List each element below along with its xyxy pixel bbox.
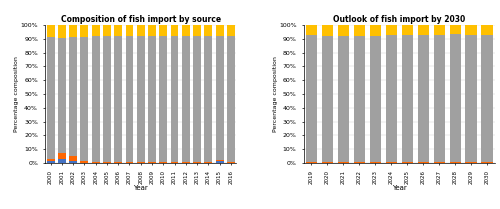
X-axis label: Year: Year	[134, 185, 148, 191]
Y-axis label: Percentage composition: Percentage composition	[272, 56, 278, 132]
Bar	[193, 162, 201, 163]
Bar	[148, 25, 156, 36]
Bar	[466, 25, 476, 35]
Bar	[216, 36, 224, 160]
Bar	[370, 25, 381, 36]
Bar	[434, 25, 444, 35]
Bar	[322, 25, 333, 36]
Bar	[450, 34, 460, 162]
Bar	[69, 25, 77, 37]
Bar	[434, 35, 444, 162]
Bar	[103, 162, 111, 163]
Bar	[58, 153, 66, 159]
Bar	[193, 36, 201, 162]
Bar	[386, 25, 397, 35]
Bar	[160, 25, 167, 36]
Bar	[137, 25, 144, 36]
Bar	[46, 161, 54, 163]
Bar	[322, 36, 333, 162]
Bar	[80, 25, 88, 37]
Bar	[450, 25, 460, 34]
Bar	[216, 160, 224, 161]
Bar	[482, 35, 492, 162]
Bar	[386, 162, 397, 163]
Bar	[354, 36, 365, 162]
Bar	[418, 35, 429, 162]
Bar	[160, 162, 167, 163]
Bar	[204, 25, 212, 36]
Bar	[402, 35, 413, 162]
Bar	[69, 161, 77, 163]
Bar	[148, 36, 156, 162]
Bar	[46, 25, 54, 37]
Bar	[354, 25, 365, 36]
Bar	[114, 36, 122, 162]
Bar	[46, 159, 54, 161]
Bar	[402, 162, 413, 163]
Bar	[204, 36, 212, 162]
Bar	[216, 25, 224, 36]
Bar	[137, 36, 144, 162]
Bar	[92, 36, 100, 162]
Bar	[450, 162, 460, 163]
Bar	[160, 36, 167, 162]
Bar	[466, 162, 476, 163]
Bar	[466, 35, 476, 162]
Bar	[306, 25, 317, 35]
Bar	[354, 162, 365, 163]
Bar	[418, 162, 429, 163]
Bar	[182, 162, 190, 163]
Bar	[80, 37, 88, 161]
Bar	[227, 25, 235, 36]
Bar	[338, 36, 349, 162]
Bar	[193, 25, 201, 36]
X-axis label: Year: Year	[392, 185, 406, 191]
Bar	[386, 35, 397, 162]
Bar	[204, 162, 212, 163]
Bar	[306, 35, 317, 162]
Bar	[92, 162, 100, 163]
Bar	[103, 25, 111, 36]
Bar	[170, 162, 178, 163]
Bar	[80, 161, 88, 163]
Bar	[182, 25, 190, 36]
Bar	[148, 162, 156, 163]
Bar	[58, 25, 66, 38]
Bar	[170, 25, 178, 36]
Bar	[69, 37, 77, 156]
Bar	[227, 162, 235, 163]
Bar	[370, 36, 381, 162]
Bar	[182, 36, 190, 162]
Title: Outlook of fish import by 2030: Outlook of fish import by 2030	[333, 15, 466, 24]
Bar	[92, 25, 100, 36]
Bar	[227, 36, 235, 162]
Bar	[46, 37, 54, 159]
Bar	[322, 162, 333, 163]
Bar	[216, 161, 224, 163]
Bar	[482, 162, 492, 163]
Bar	[126, 36, 134, 162]
Y-axis label: Percentage composition: Percentage composition	[14, 56, 19, 132]
Bar	[418, 25, 429, 35]
Bar	[306, 162, 317, 163]
Bar	[137, 162, 144, 163]
Bar	[114, 162, 122, 163]
Bar	[103, 36, 111, 162]
Title: Composition of fish import by source: Composition of fish import by source	[60, 15, 221, 24]
Bar	[370, 162, 381, 163]
Bar	[126, 25, 134, 36]
Bar	[338, 25, 349, 36]
Bar	[58, 38, 66, 153]
Bar	[58, 159, 66, 163]
Bar	[482, 25, 492, 35]
Bar	[170, 36, 178, 162]
Bar	[126, 162, 134, 163]
Bar	[69, 156, 77, 161]
Bar	[114, 25, 122, 36]
Bar	[402, 25, 413, 35]
Bar	[338, 162, 349, 163]
Bar	[434, 162, 444, 163]
